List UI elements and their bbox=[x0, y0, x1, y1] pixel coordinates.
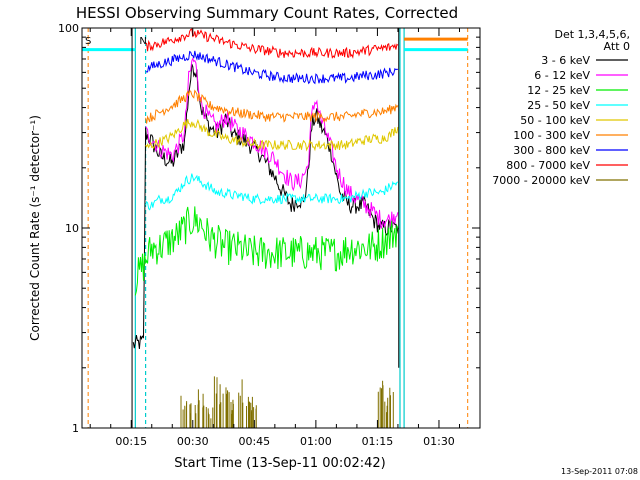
legend: Det 1,3,4,5,6,Att 0 3 - 6 keV 6 - 12 keV 12… bbox=[492, 28, 630, 187]
series-line-6-12kev bbox=[145, 57, 399, 229]
axes: 1 10 100 00:15 00:30 00:45 01:00 01:15 01:30 bbox=[58, 22, 481, 448]
chart-title: HESSI Observing Summary Count Rates, Cor… bbox=[76, 4, 458, 22]
timestamp: 13-Sep-2011 07:08 bbox=[561, 467, 638, 476]
data-boundary-lines bbox=[131, 28, 400, 428]
legend-label: 12 - 25 keV bbox=[527, 84, 590, 97]
y-tick-label: 100 bbox=[58, 22, 79, 35]
series-line-7000-20000kev bbox=[180, 376, 394, 428]
y-axis-label: Corrected Count Rate (s⁻¹ detector⁻¹) bbox=[28, 115, 42, 341]
x-tick-label: 00:15 bbox=[115, 435, 147, 448]
legend-header: Det 1,3,4,5,6, bbox=[554, 28, 630, 41]
series-line-300-800kev bbox=[145, 50, 399, 85]
x-tick-label: 00:30 bbox=[177, 435, 209, 448]
x-tick-label: 00:45 bbox=[238, 435, 270, 448]
series-line-25-50kev bbox=[145, 173, 399, 211]
attenuator-label-s: S bbox=[85, 36, 91, 47]
legend-label: 300 - 800 keV bbox=[513, 144, 590, 157]
series-line-100-300kev bbox=[145, 89, 399, 124]
x-axis-label: Start Time (13-Sep-11 00:02:42) bbox=[174, 456, 385, 471]
legend-label: 6 - 12 keV bbox=[534, 69, 590, 82]
legend-label: 3 - 6 keV bbox=[541, 54, 590, 67]
series-line-12-25kev bbox=[134, 206, 399, 296]
legend-label: 25 - 50 keV bbox=[527, 99, 590, 112]
x-tick-label: 01:30 bbox=[423, 435, 455, 448]
attenuator-label-n: N bbox=[139, 36, 146, 47]
legend-label: 100 - 300 keV bbox=[513, 129, 590, 142]
legend-label: 50 - 100 keV bbox=[520, 114, 590, 127]
series-line-800-7000kev bbox=[145, 28, 399, 59]
plot-frame bbox=[81, 27, 481, 429]
legend-header: Att 0 bbox=[604, 40, 630, 53]
legend-label: 800 - 7000 keV bbox=[506, 159, 590, 172]
y-tick-label: 10 bbox=[65, 222, 79, 235]
x-tick-label: 01:15 bbox=[362, 435, 394, 448]
series-line-50-100kev bbox=[145, 118, 399, 152]
x-tick-label: 01:00 bbox=[300, 435, 332, 448]
y-tick-label: 1 bbox=[72, 422, 79, 435]
legend-label: 7000 - 20000 keV bbox=[492, 174, 590, 187]
